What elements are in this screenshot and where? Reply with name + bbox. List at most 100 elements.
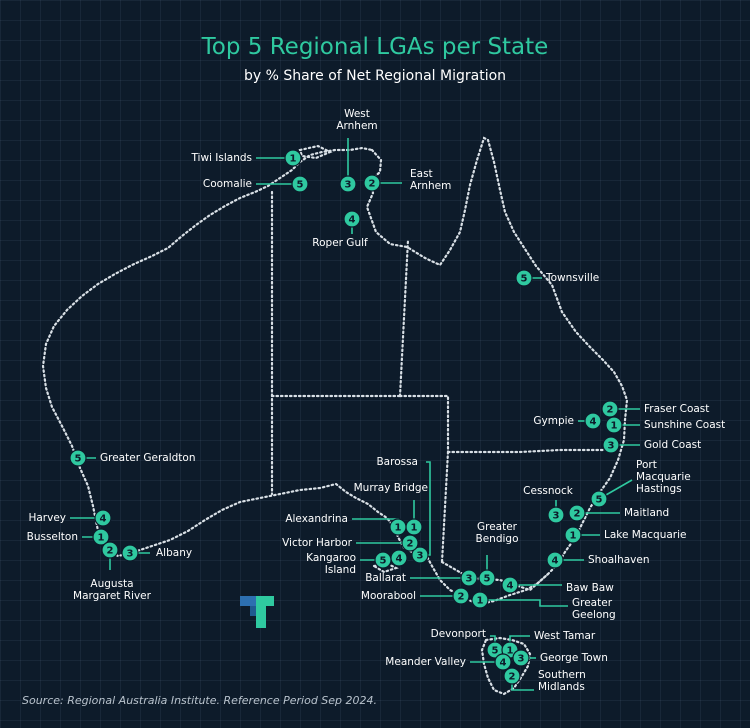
rank-badge (460, 569, 478, 587)
rank-badge (92, 528, 110, 546)
rank-badge (503, 667, 521, 685)
rank-badge (94, 509, 112, 527)
lga-label: Greater Geraldton (100, 452, 195, 464)
border-nt-qld (398, 238, 410, 398)
lga-callout-vic-ballarat: 3 Ballarat (365, 569, 478, 587)
rank-badge (69, 449, 87, 467)
rank-number: 4 (507, 581, 514, 592)
lga-label: Albany (156, 547, 192, 559)
lga-callout-nt-roper: 4 Roper Gulf (312, 210, 368, 249)
lga-label: Meander Valley (385, 656, 466, 668)
logo-icon (240, 596, 274, 628)
lga-callout-vic-bawbaw: 4 Baw Baw (501, 576, 614, 594)
lga-callout-wa-albany: 3 Albany (121, 544, 192, 562)
rank-number: 1 (477, 596, 484, 607)
tiwi-islands-coastline (298, 144, 333, 160)
map-subtitle: by % Share of Net Regional Migration (243, 68, 507, 84)
lga-label: Greater Geelong (572, 597, 616, 621)
lga-callout-sa-alexandrina: 1 Alexandrina (285, 513, 407, 536)
rank-number: 3 (345, 180, 352, 191)
lga-callout-nsw-port: 5 Port Macquarie Hastings (590, 459, 691, 508)
rank-number: 2 (509, 672, 516, 683)
lga-label: Baw Baw (566, 582, 614, 594)
lga-label: Kangaroo Island (306, 552, 356, 576)
rank-number: 3 (608, 441, 615, 452)
rank-number: 3 (466, 574, 473, 585)
rank-number: 2 (107, 546, 114, 557)
lga-label: Augusta Margaret River (73, 578, 152, 602)
border-qld-nsw (446, 448, 620, 454)
lga-label: Gold Coast (644, 439, 701, 451)
lga-callout-qld-gold: 3 Gold Coast (602, 436, 701, 454)
lga-label: Barossa (376, 456, 418, 468)
lga-callout-qld-fraser: 2 Fraser Coast (601, 400, 709, 418)
lga-callout-tas-george: 3 George Town (512, 649, 608, 667)
lga-label: Southern Midlands (538, 669, 586, 693)
rank-number: 2 (574, 509, 581, 520)
rank-badge (564, 526, 582, 544)
lga-label: Ballarat (365, 572, 406, 584)
border-nsw-vic (440, 560, 550, 592)
lga-callouts: 1 Tiwi Islands 5 Coomalie 3 West Arnhem 2 East Ar… (27, 108, 726, 693)
rank-badge (389, 518, 407, 536)
lga-label: Greater Bendigo (476, 521, 519, 545)
lga-label: Alexandrina (285, 513, 348, 525)
lga-callout-sa-kangaroo: 5 Kangaroo Island (306, 551, 392, 576)
lga-callout-sa-murray: 1 Murray Bridge (354, 482, 428, 536)
lga-callout-tas-southern: 2 Southern Midlands (503, 667, 586, 693)
lga-label: Murray Bridge (354, 482, 428, 494)
lga-callout-nsw-lake: 1 Lake Macquarie (564, 526, 687, 544)
lga-label: Gympie (533, 415, 574, 427)
lga-callout-qld-gympie: 4 Gympie (533, 412, 602, 430)
rank-number: 4 (396, 554, 403, 565)
rank-badge (547, 506, 565, 524)
lga-callout-qld-townsville: 5 Townsville (515, 269, 599, 287)
rank-badge (494, 653, 512, 671)
border-sa-nsw (440, 450, 450, 564)
lga-callout-vic-bendigo: 5 Greater Bendigo (476, 521, 519, 587)
leader-line (480, 599, 568, 607)
rank-number: 3 (553, 511, 560, 522)
lga-callout-nt-tiwi: 1 Tiwi Islands (190, 149, 302, 167)
lga-label: West Arnhem (336, 108, 377, 132)
rank-badge (121, 544, 139, 562)
rank-badge (343, 210, 361, 228)
rank-badge (602, 436, 620, 454)
rank-number: 4 (500, 658, 507, 669)
rank-number: 3 (518, 654, 525, 665)
lga-callout-nt-coomalie: 5 Coomalie (203, 175, 309, 193)
lga-label: Busselton (27, 531, 78, 543)
rank-number: 5 (492, 646, 499, 657)
lga-callout-qld-sunshine: 1 Sunshine Coast (605, 416, 725, 434)
lga-label: Tiwi Islands (190, 152, 252, 164)
rank-number: 2 (607, 405, 614, 416)
lga-callout-sa-victor: 2 Victor Harbor (282, 534, 419, 552)
rank-number: 4 (349, 215, 356, 226)
rank-badge (471, 591, 489, 609)
lga-label: Fraser Coast (644, 403, 709, 415)
lga-label: Roper Gulf (312, 237, 368, 249)
rank-badge (291, 175, 309, 193)
rank-badge (605, 416, 623, 434)
rank-number: 5 (521, 274, 528, 285)
map-title: Top 5 Regional LGAs per State (201, 34, 549, 60)
mainland-coastline (41, 136, 629, 606)
lga-label: West Tamar (534, 630, 596, 642)
leader-line (420, 461, 431, 556)
rank-badge (339, 175, 357, 193)
lga-label: Moorabool (361, 590, 416, 602)
lga-callout-wa-augusta: 2 Augusta Margaret River (73, 541, 152, 602)
lga-callout-vic-geelong: 1 Greater Geelong (471, 591, 616, 621)
rank-number: 4 (100, 514, 107, 525)
rank-number: 1 (611, 421, 618, 432)
rank-number: 5 (596, 495, 603, 506)
lga-callout-nsw-cessnock: 3 Cessnock (523, 485, 574, 524)
lga-callout-nsw-maitland: 2 Maitland (568, 504, 669, 522)
rank-number: 5 (484, 574, 491, 585)
rank-number: 1 (507, 646, 514, 657)
lga-label: Townsville (545, 272, 599, 284)
rank-badge (390, 549, 408, 567)
lga-label: Cessnock (523, 485, 574, 497)
